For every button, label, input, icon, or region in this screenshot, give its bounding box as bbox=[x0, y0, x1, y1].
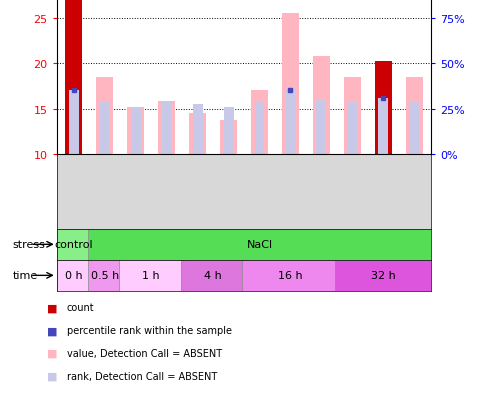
Text: ■: ■ bbox=[47, 371, 57, 381]
Text: value, Detection Call = ABSENT: value, Detection Call = ABSENT bbox=[67, 348, 222, 358]
Bar bbox=[254, 102, 264, 155]
Bar bbox=[193, 105, 203, 155]
Bar bbox=[57, 260, 91, 291]
Bar bbox=[96, 78, 113, 155]
Bar bbox=[406, 78, 423, 155]
Bar bbox=[335, 260, 431, 291]
Text: control: control bbox=[54, 240, 93, 250]
Text: 0 h: 0 h bbox=[65, 271, 82, 281]
Bar bbox=[100, 102, 109, 155]
Bar bbox=[379, 99, 388, 155]
Bar bbox=[57, 229, 91, 260]
Text: ■: ■ bbox=[47, 348, 57, 358]
Text: rank, Detection Call = ABSENT: rank, Detection Call = ABSENT bbox=[67, 371, 217, 381]
Text: 0.5 h: 0.5 h bbox=[91, 271, 119, 281]
Text: NaCl: NaCl bbox=[246, 240, 273, 250]
Bar bbox=[119, 260, 184, 291]
Bar bbox=[69, 91, 79, 155]
Bar bbox=[158, 102, 175, 155]
Text: count: count bbox=[67, 303, 94, 313]
Bar bbox=[162, 102, 172, 155]
Bar bbox=[224, 108, 234, 155]
Text: time: time bbox=[12, 271, 37, 281]
Bar bbox=[409, 102, 420, 155]
Bar bbox=[88, 260, 122, 291]
Bar bbox=[243, 260, 339, 291]
Bar bbox=[251, 91, 268, 155]
Text: percentile rank within the sample: percentile rank within the sample bbox=[67, 325, 232, 335]
Bar bbox=[344, 78, 361, 155]
Text: stress: stress bbox=[12, 240, 45, 250]
Bar bbox=[317, 100, 326, 155]
Bar bbox=[220, 120, 237, 155]
Text: 4 h: 4 h bbox=[204, 271, 222, 281]
Bar bbox=[65, 0, 82, 155]
Bar bbox=[131, 108, 141, 155]
Text: ■: ■ bbox=[47, 325, 57, 335]
Bar bbox=[180, 260, 246, 291]
Bar bbox=[375, 62, 392, 155]
Text: 1 h: 1 h bbox=[142, 271, 160, 281]
Text: ■: ■ bbox=[47, 303, 57, 313]
Bar bbox=[282, 14, 299, 155]
Bar bbox=[189, 114, 206, 155]
Bar bbox=[313, 57, 330, 155]
Text: 32 h: 32 h bbox=[371, 271, 396, 281]
Bar bbox=[127, 108, 144, 155]
Bar bbox=[285, 91, 295, 155]
Bar bbox=[348, 102, 357, 155]
Text: 16 h: 16 h bbox=[278, 271, 303, 281]
